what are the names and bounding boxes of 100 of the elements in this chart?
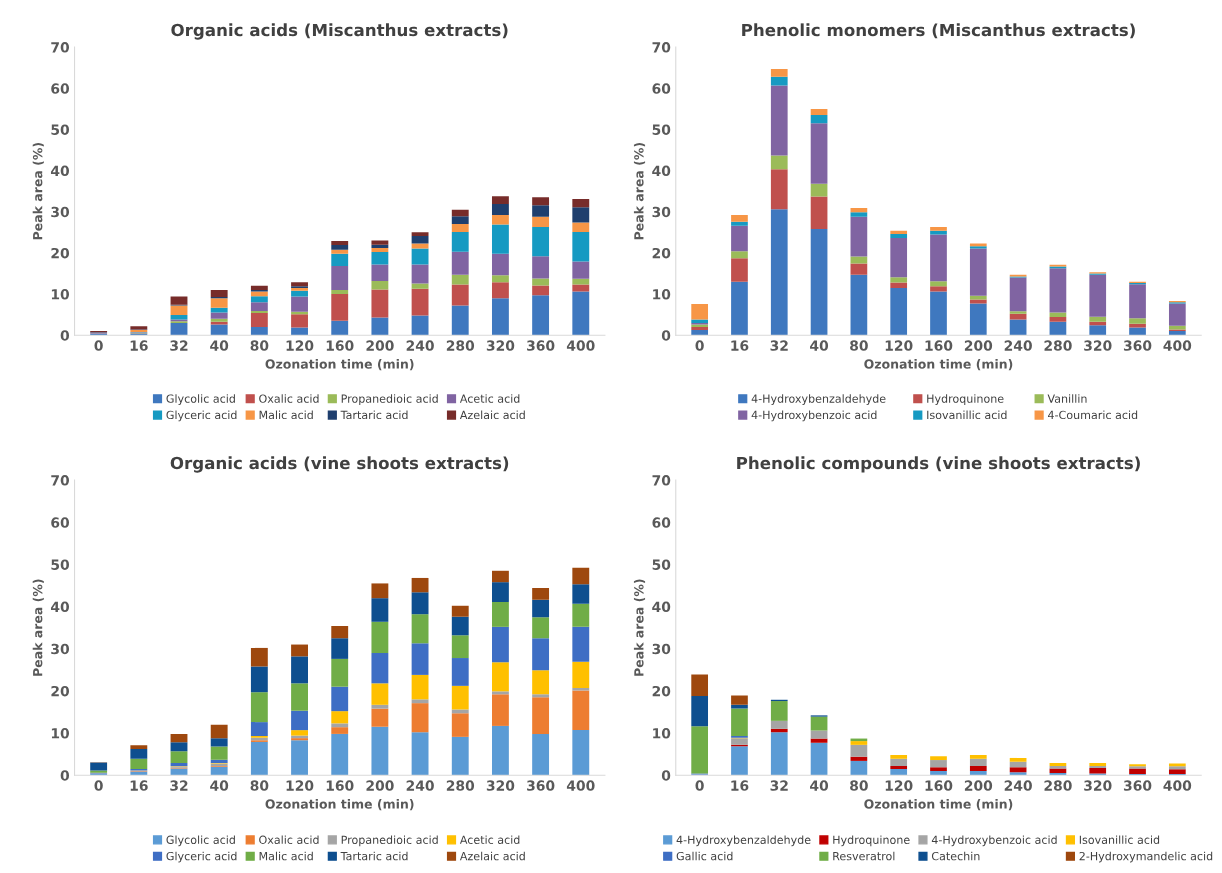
legend-label: Gallic acid (676, 851, 733, 861)
y-tick-label: 10 (51, 289, 70, 300)
x-tick-label: 40 (810, 340, 829, 351)
legend-label: 4-Coumaric acid (1048, 410, 1138, 420)
legend-label: Glyceric acid (166, 410, 237, 422)
x-axis-title: Ozonation time (min) (864, 799, 1013, 811)
legend-label: 4-Hydroxybenzoic acid (931, 835, 1057, 847)
x-tick-label: 16 (130, 340, 148, 351)
y-tick-label: 0 (60, 330, 70, 341)
y-tick-label: 60 (652, 517, 671, 528)
legend-label: 2-Hydroxymandelic acid (1079, 851, 1213, 863)
x-tick-label: 280 (446, 340, 475, 351)
x-tick-label: 360 (1123, 340, 1152, 351)
legend-label: Tartaric acid (340, 410, 408, 420)
x-tick-label: 360 (527, 340, 555, 351)
legend-label: Propanedioic acid (341, 394, 438, 405)
x-tick-label: 160 (925, 780, 953, 791)
x-tick-label: 240 (1004, 340, 1032, 351)
y-tick-label: 50 (51, 559, 70, 570)
y-tick-label: 40 (50, 165, 70, 177)
legend-label: Acetic acid (459, 835, 520, 844)
y-tick-label: 10 (51, 728, 70, 739)
legend-label: Glycolic acid (166, 394, 235, 405)
x-tick-label: 320 (1084, 340, 1112, 351)
y-tick-label: 60 (51, 83, 70, 94)
x-tick-label: 200 (366, 340, 394, 351)
x-tick-label: 200 (964, 780, 993, 791)
x-tick-label: 360 (527, 780, 555, 791)
x-tick-label: 120 (286, 780, 314, 791)
legend-label: Azelaic acid (459, 851, 525, 861)
y-tick-label: 0 (60, 770, 70, 781)
legend-label: 4-Hydroxybenzoic acid (751, 410, 877, 422)
y-tick-label: 20 (51, 685, 70, 697)
y-axis-title: Peak area (%) (633, 142, 646, 240)
y-tick-label: 20 (652, 247, 671, 259)
x-tick-label: 400 (566, 340, 595, 351)
x-tick-label: 16 (731, 340, 749, 351)
y-axis-title: Peak area (%) (32, 579, 44, 676)
x-tick-label: 160 (925, 340, 953, 351)
y-tick-label: 40 (652, 601, 671, 613)
y-tick-label: 10 (653, 289, 671, 300)
y-tick-label: 50 (652, 124, 671, 135)
y-tick-label: 40 (50, 601, 70, 613)
x-tick-label: 200 (366, 780, 394, 791)
x-axis-title: Ozonation time (min) (265, 799, 414, 811)
y-tick-label: 0 (661, 770, 671, 781)
legend-label: 4-Hydroxybenzaldehyde (676, 835, 811, 847)
x-tick-label: 32 (170, 780, 188, 791)
x-tick-label: 160 (326, 780, 354, 791)
x-tick-label: 400 (1163, 780, 1192, 791)
legend-label: 4-Hydroxybenzaldehyde (751, 394, 886, 405)
y-tick-label: 60 (51, 517, 70, 528)
x-tick-label: 16 (731, 780, 749, 791)
legend-label: Vanillin (1047, 394, 1087, 403)
legend-label: Acetic acid (459, 394, 520, 403)
chart-title: Phenolic compounds (vine shoots extracts) (737, 456, 1140, 473)
x-tick-label: 0 (94, 780, 103, 791)
y-tick-label: 10 (653, 728, 671, 739)
x-tick-label: 0 (94, 340, 103, 351)
y-axis-title: Peak area (%) (32, 142, 44, 240)
y-tick-label: 30 (51, 206, 70, 218)
x-tick-label: 120 (885, 780, 913, 791)
y-axis-title: Peak area (%) (633, 579, 646, 676)
legend-label: Glyceric acid (166, 851, 237, 863)
x-tick-label: 16 (130, 780, 148, 791)
y-tick-label: 50 (652, 559, 671, 570)
x-tick-label: 160 (326, 340, 354, 351)
x-tick-label: 400 (1163, 340, 1192, 351)
x-tick-label: 40 (810, 780, 829, 791)
y-tick-label: 0 (661, 330, 671, 341)
legend-label: Propanedioic acid (341, 835, 438, 847)
legend-label: Tartaric acid (340, 851, 408, 861)
chart-title: Organic acids (vine shoots extracts) (170, 456, 509, 473)
legend-label: Isovanillic acid (1079, 835, 1160, 844)
x-tick-label: 240 (406, 340, 434, 351)
x-tick-label: 360 (1123, 780, 1152, 791)
legend-label: Catechin (931, 851, 980, 861)
x-tick-label: 320 (486, 340, 515, 351)
x-tick-label: 32 (770, 340, 788, 351)
x-tick-label: 280 (446, 780, 475, 791)
x-tick-label: 80 (850, 340, 868, 351)
x-tick-label: 120 (885, 340, 913, 351)
x-tick-label: 0 (695, 340, 704, 351)
y-tick-label: 70 (652, 475, 671, 486)
y-tick-label: 70 (652, 42, 671, 53)
x-tick-label: 0 (695, 780, 704, 791)
x-tick-label: 32 (170, 340, 188, 351)
legend-label: Hydroquinone (833, 835, 910, 847)
x-tick-label: 400 (566, 780, 595, 791)
y-tick-label: 20 (51, 247, 70, 259)
legend-label: Hydroquinone (927, 394, 1004, 405)
legend-label: Oxalic acid (259, 835, 319, 844)
x-tick-label: 40 (210, 780, 229, 791)
x-tick-label: 200 (964, 340, 993, 351)
x-tick-label: 280 (1044, 340, 1072, 351)
y-tick-label: 30 (652, 643, 671, 655)
chart-title: Organic acids (Miscanthus extracts) (171, 23, 508, 40)
y-tick-label: 20 (652, 685, 671, 697)
x-tick-label: 120 (286, 340, 314, 351)
x-tick-label: 320 (486, 780, 515, 791)
